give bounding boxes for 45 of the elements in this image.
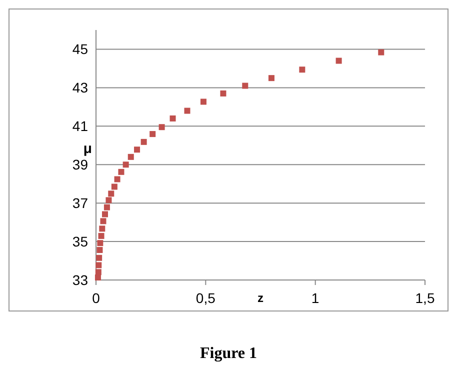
point — [184, 108, 190, 114]
y-tick-label: 39 — [72, 156, 88, 173]
point — [200, 98, 206, 105]
point — [170, 115, 176, 122]
x-tick-label: 1,5 — [415, 290, 435, 306]
point — [378, 49, 384, 56]
y-tick-label: 41 — [72, 118, 88, 134]
y-tick-label: 33 — [72, 272, 88, 288]
point — [96, 247, 103, 253]
point — [336, 58, 342, 64]
y-tick-label: 37 — [72, 195, 88, 212]
point — [100, 218, 106, 224]
point — [96, 262, 102, 268]
point — [96, 254, 102, 261]
point — [106, 197, 112, 204]
point — [104, 204, 110, 210]
y-tick-label: 45 — [72, 41, 88, 58]
y-tick-label: 35 — [72, 234, 88, 250]
point — [111, 184, 118, 190]
point — [102, 211, 108, 218]
point — [94, 274, 101, 280]
caption: Figure 1 — [200, 345, 258, 362]
point — [118, 168, 124, 175]
point — [108, 190, 114, 197]
point — [242, 82, 248, 89]
point — [99, 226, 106, 232]
point — [134, 146, 140, 153]
point — [128, 154, 134, 160]
y-tick-label: 43 — [72, 80, 88, 96]
point — [97, 240, 104, 246]
point — [95, 269, 102, 276]
point — [268, 75, 274, 82]
point — [299, 66, 306, 73]
point — [150, 131, 156, 138]
point — [220, 90, 226, 96]
x-tick-label: 1 — [311, 290, 320, 306]
point — [122, 162, 129, 168]
point — [114, 176, 120, 182]
point — [158, 124, 165, 130]
point — [140, 138, 147, 145]
x-tick-label: 0 — [92, 290, 100, 306]
x-tick-label: 0,5 — [196, 290, 216, 306]
point — [98, 232, 104, 239]
y-axis-title: μ — [83, 140, 92, 156]
x-axis-title: z — [258, 291, 264, 305]
